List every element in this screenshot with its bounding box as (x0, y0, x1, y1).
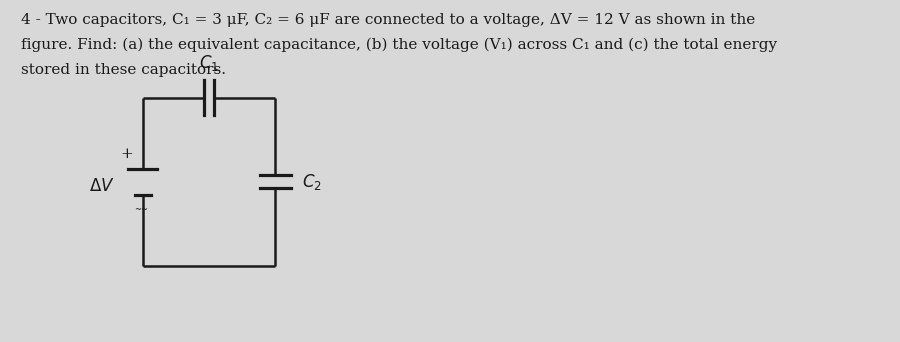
Text: +: + (120, 147, 133, 161)
Text: $\Delta V$: $\Delta V$ (89, 179, 114, 195)
Text: figure. Find: (a) the equivalent capacitance, (b) the voltage (V₁) across C₁ and: figure. Find: (a) the equivalent capacit… (22, 38, 778, 52)
Text: $C_2$: $C_2$ (302, 172, 321, 192)
Text: ~~: ~~ (134, 205, 148, 214)
Text: $C_1$: $C_1$ (199, 53, 219, 73)
Text: 4 - Two capacitors, C₁ = 3 μF, C₂ = 6 μF are connected to a voltage, ΔV = 12 V a: 4 - Two capacitors, C₁ = 3 μF, C₂ = 6 μF… (22, 13, 756, 27)
Text: stored in these capacitors.: stored in these capacitors. (22, 63, 227, 77)
